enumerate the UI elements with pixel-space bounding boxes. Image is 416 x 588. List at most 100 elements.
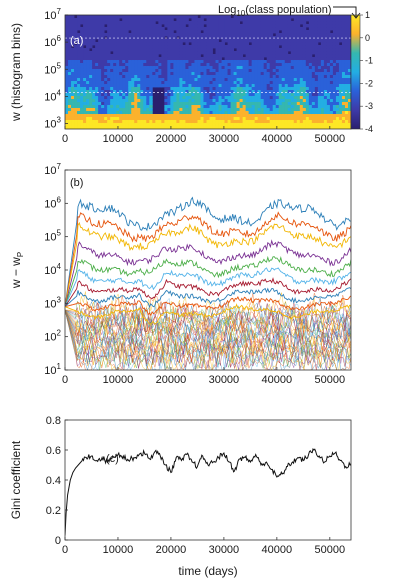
heatmap-cell bbox=[281, 126, 286, 129]
heatmap-cell bbox=[311, 120, 316, 124]
heatmap-cell bbox=[293, 90, 298, 94]
heatmap-cell bbox=[170, 63, 174, 67]
heatmap-cell bbox=[314, 84, 319, 88]
heatmap-cell bbox=[89, 24, 93, 28]
heatmap-cell bbox=[227, 57, 231, 61]
panel-b-ytick-label: 103 bbox=[44, 295, 61, 310]
heatmap-cell bbox=[227, 63, 231, 67]
heatmap-cell bbox=[176, 42, 180, 46]
heatmap-cell bbox=[215, 99, 219, 103]
heatmap-cell bbox=[122, 21, 126, 25]
heatmap-cell bbox=[131, 114, 135, 118]
heatmap-cell bbox=[254, 45, 259, 49]
heatmap-cell bbox=[314, 33, 319, 37]
heatmap-cell bbox=[176, 69, 180, 73]
heatmap-cell bbox=[140, 72, 144, 76]
heatmap-cell bbox=[89, 18, 93, 22]
heatmap-cell bbox=[188, 78, 192, 82]
heatmap-cell bbox=[110, 27, 114, 31]
heatmap-cell bbox=[257, 102, 262, 106]
heatmap-cell bbox=[107, 81, 111, 85]
heatmap-cell bbox=[110, 66, 114, 70]
heatmap-cell bbox=[245, 114, 250, 118]
heatmap-cell bbox=[275, 48, 280, 52]
heatmap-cell bbox=[92, 123, 96, 127]
heatmap-cell bbox=[110, 60, 114, 64]
heatmap-cell bbox=[338, 87, 343, 91]
heatmap-cell bbox=[149, 72, 153, 76]
heatmap-cell bbox=[326, 21, 331, 25]
heatmap-cell bbox=[104, 48, 108, 52]
heatmap-cell bbox=[239, 30, 244, 34]
panel-b-ylabel-sub: P bbox=[16, 252, 25, 257]
heatmap-cell bbox=[173, 105, 177, 109]
heatmap-cell bbox=[185, 21, 189, 25]
heatmap-cell bbox=[269, 78, 274, 82]
heatmap-cell bbox=[260, 75, 265, 79]
heatmap-cell bbox=[86, 75, 90, 79]
heatmap-cell bbox=[92, 108, 96, 112]
heatmap-cell bbox=[143, 126, 147, 129]
heatmap-cell bbox=[308, 33, 313, 37]
heatmap-cell bbox=[323, 123, 328, 127]
heatmap-cell bbox=[245, 33, 250, 37]
heatmap-cell bbox=[164, 57, 168, 61]
heatmap-cell bbox=[191, 63, 195, 67]
heatmap-cell bbox=[254, 108, 259, 112]
series-line bbox=[65, 287, 351, 309]
heatmap-cell bbox=[332, 126, 337, 129]
heatmap-cell bbox=[344, 45, 349, 49]
heatmap-cell bbox=[251, 108, 256, 112]
heatmap-cell bbox=[191, 111, 195, 115]
heatmap-cell bbox=[107, 42, 111, 46]
heatmap-cell bbox=[80, 114, 84, 118]
heatmap-cell bbox=[152, 15, 156, 19]
heatmap-cell bbox=[269, 117, 274, 121]
heatmap-cell bbox=[221, 36, 225, 40]
heatmap-cell bbox=[248, 78, 253, 82]
heatmap-cell bbox=[338, 66, 343, 70]
heatmap-cell bbox=[305, 75, 310, 79]
heatmap-cell bbox=[314, 78, 319, 82]
panel-a: (a) 0 10000 20000 30000 40000 500001031041051… bbox=[9, 7, 352, 145]
heatmap-cell bbox=[101, 108, 105, 112]
heatmap-cell bbox=[215, 96, 219, 100]
heatmap-cell bbox=[254, 42, 259, 46]
heatmap-cell bbox=[326, 60, 331, 64]
heatmap-cell bbox=[92, 57, 96, 61]
heatmap-cell bbox=[116, 66, 120, 70]
heatmap-cell bbox=[182, 126, 186, 129]
heatmap-cell bbox=[137, 114, 141, 118]
heatmap-cell bbox=[83, 15, 87, 19]
heatmap-cell bbox=[137, 42, 141, 46]
heatmap-cell bbox=[269, 24, 274, 28]
heatmap-cell bbox=[269, 69, 274, 73]
heatmap-cell bbox=[98, 18, 102, 22]
heatmap-cell bbox=[80, 123, 84, 127]
heatmap-cell bbox=[275, 84, 280, 88]
heatmap-cell bbox=[143, 81, 147, 85]
heatmap-cell bbox=[287, 78, 292, 82]
heatmap-cell bbox=[347, 48, 351, 52]
heatmap-cell bbox=[143, 111, 147, 115]
heatmap-cell bbox=[263, 63, 268, 67]
heatmap-cell bbox=[233, 30, 237, 34]
heatmap-cell bbox=[299, 72, 304, 76]
heatmap-cell bbox=[119, 57, 123, 61]
heatmap-cell bbox=[311, 78, 316, 82]
heatmap-cell bbox=[140, 96, 144, 100]
heatmap-cell bbox=[134, 102, 138, 106]
heatmap-cell bbox=[311, 72, 316, 76]
heatmap-cell bbox=[284, 30, 289, 34]
heatmap-cell bbox=[335, 72, 340, 76]
heatmap-cell bbox=[311, 105, 316, 109]
heatmap-cell bbox=[158, 51, 162, 55]
heatmap-cell bbox=[308, 18, 313, 22]
heatmap-cell bbox=[152, 48, 156, 52]
heatmap-cell bbox=[347, 75, 351, 79]
heatmap-cell bbox=[182, 66, 186, 70]
heatmap-cell bbox=[146, 75, 150, 79]
heatmap-cell bbox=[245, 42, 250, 46]
heatmap-cell bbox=[128, 45, 132, 49]
heatmap-cell bbox=[149, 63, 153, 67]
